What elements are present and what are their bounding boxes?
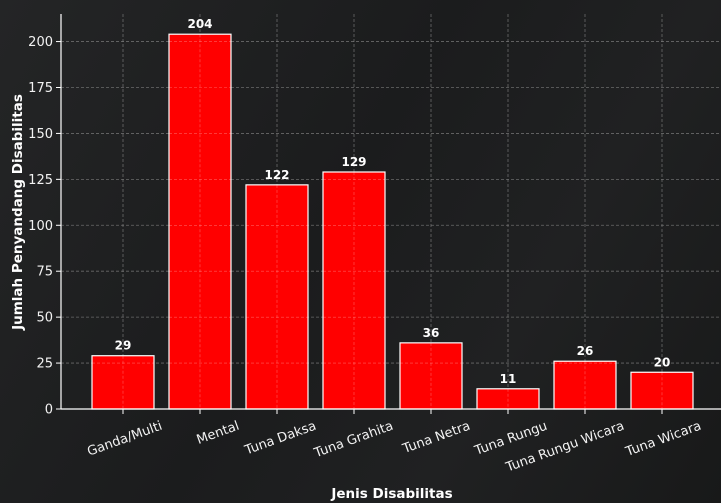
bar-tuna-daksa — [245, 184, 309, 410]
data-label: 36 — [423, 326, 440, 340]
bar-tuna-rungu-wicara — [553, 360, 617, 410]
bar-ganda-multi — [91, 355, 155, 410]
x-tick-label: Tuna Netra — [400, 419, 472, 458]
y-tick-label: 50 — [36, 311, 53, 326]
bar-tuna-wicara — [630, 371, 694, 410]
y-tick-label: 100 — [28, 219, 53, 234]
y-axis-title: Jumlah Penyandang Disabilitas — [10, 94, 26, 331]
y-tick-label: 175 — [28, 81, 53, 96]
data-label: 26 — [577, 344, 594, 358]
x-tick-label: Tuna Grahita — [311, 419, 395, 462]
axes — [56, 14, 721, 414]
y-tick-label: 25 — [36, 357, 53, 372]
y-tick-label: 75 — [36, 265, 53, 280]
y-tick-label: 0 — [45, 403, 53, 418]
grid-lines — [61, 14, 721, 410]
data-label: 122 — [264, 168, 289, 182]
y-tick-label: 200 — [28, 35, 53, 50]
x-tick-label: Tuna Daksa — [242, 419, 318, 459]
x-tick-label: Tuna Wicara — [623, 419, 703, 461]
y-tick-label: 150 — [28, 127, 53, 142]
data-label: 129 — [341, 155, 366, 169]
data-label: 11 — [500, 372, 517, 386]
bar-tuna-netra — [399, 342, 463, 410]
y-tick-label: 125 — [28, 173, 53, 188]
data-label: 204 — [187, 17, 212, 31]
x-tick-label: Mental — [195, 419, 242, 448]
bars — [91, 33, 694, 410]
x-tick-label: Ganda/Multi — [85, 419, 164, 460]
x-axis-title: Jenis Disabilitas — [330, 486, 452, 502]
bar-tuna-grahita — [322, 171, 386, 410]
data-label: 29 — [115, 339, 132, 353]
data-label: 20 — [654, 355, 671, 369]
